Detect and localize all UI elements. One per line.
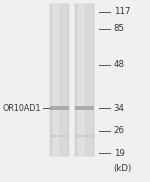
Text: 26: 26 — [114, 126, 125, 135]
Bar — [75, 106, 94, 110]
Bar — [50, 106, 69, 110]
Bar — [78, 4, 85, 156]
Bar — [50, 135, 69, 137]
Bar — [75, 135, 94, 137]
Text: 34: 34 — [114, 104, 125, 113]
Bar — [53, 4, 59, 156]
Text: (kD): (kD) — [114, 164, 132, 173]
Text: 19: 19 — [114, 149, 124, 158]
Bar — [50, 4, 69, 156]
Bar — [75, 4, 94, 156]
Text: 117: 117 — [114, 7, 130, 16]
Text: 48: 48 — [114, 60, 125, 69]
Text: 85: 85 — [114, 24, 125, 33]
Text: OR10AD1: OR10AD1 — [2, 104, 41, 113]
